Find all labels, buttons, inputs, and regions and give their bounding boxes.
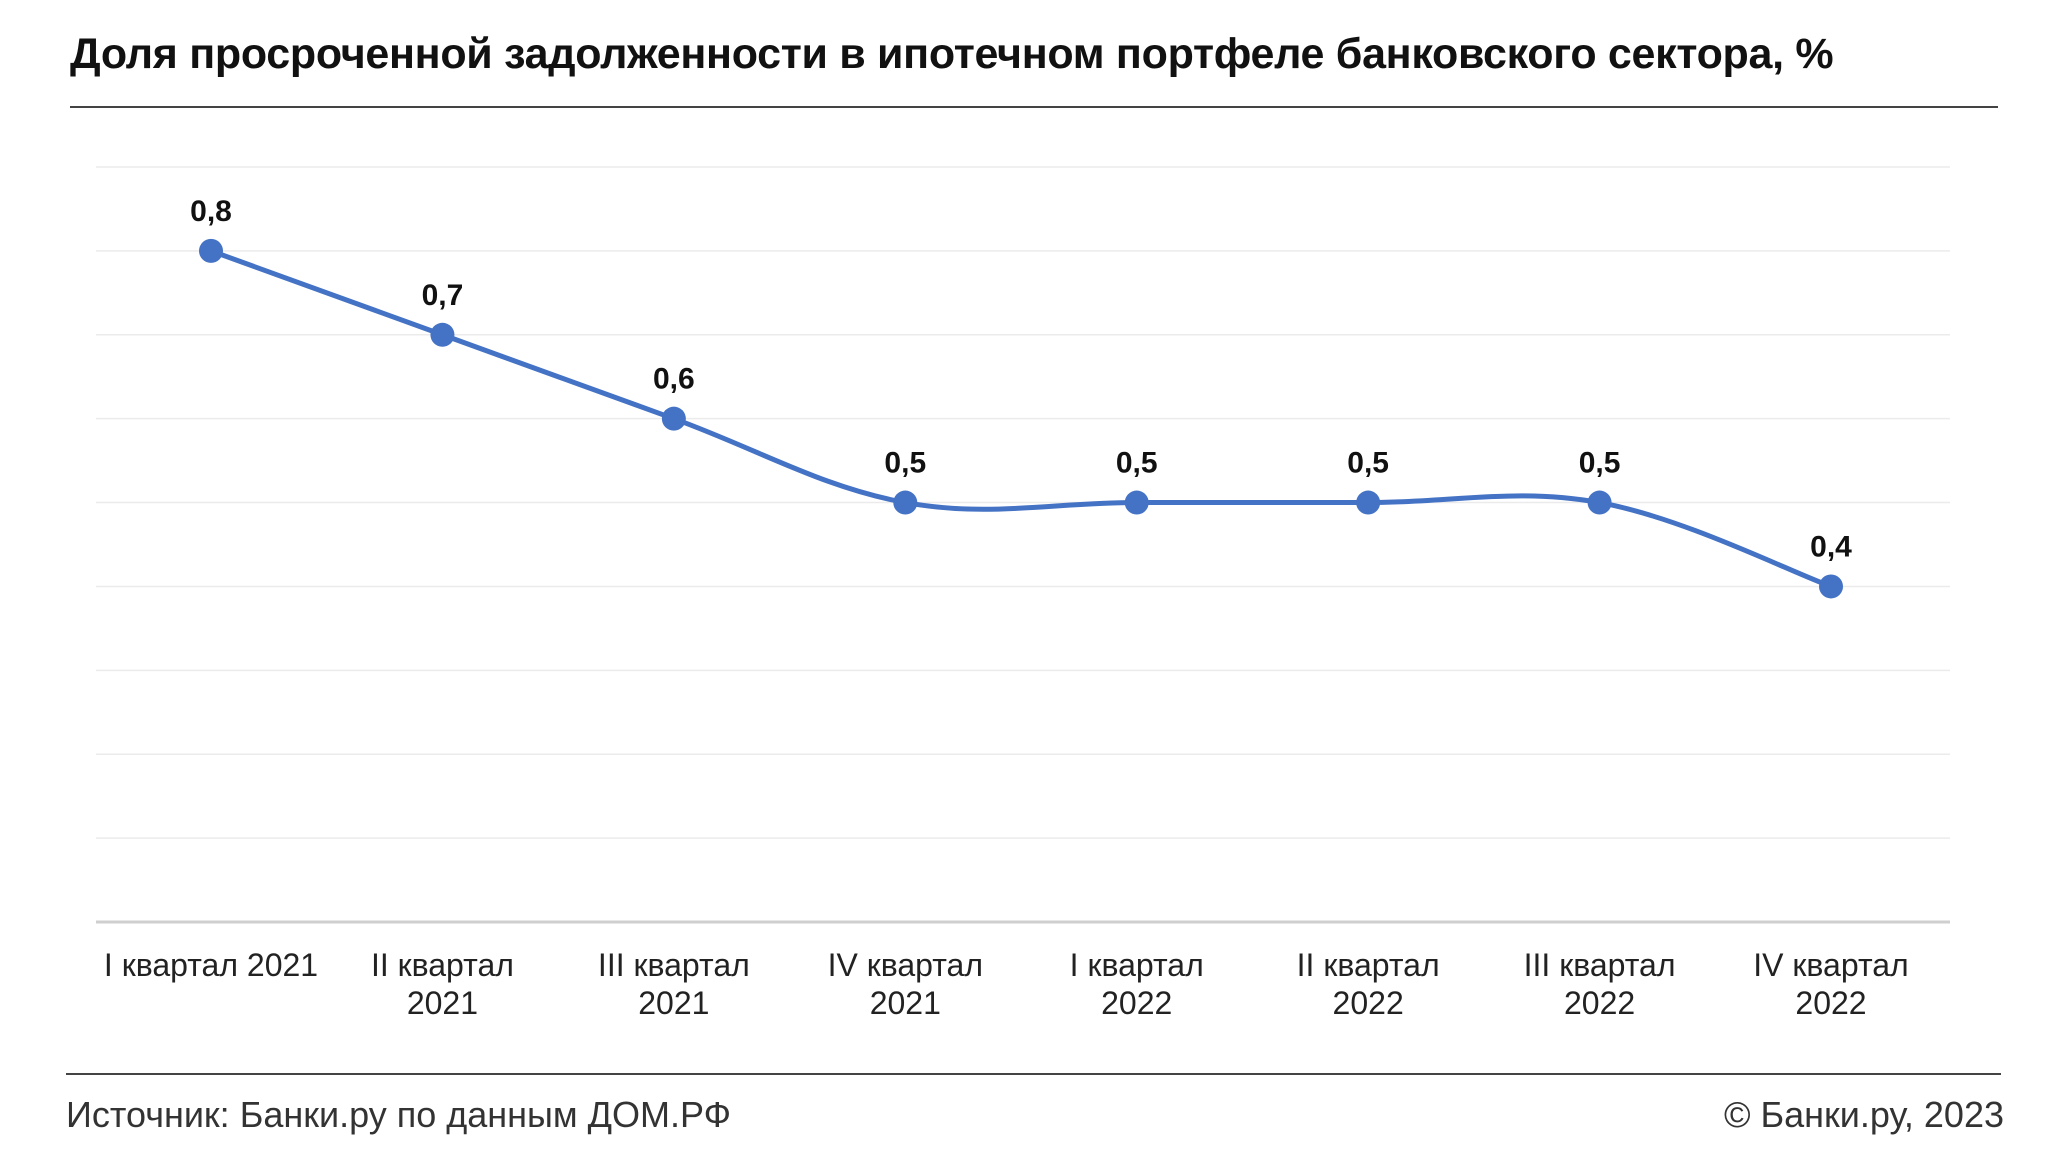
data-point	[1124, 490, 1149, 515]
data-label: 0,5	[1347, 447, 1389, 480]
data-point	[1587, 490, 1612, 515]
data-label: 0,6	[653, 363, 695, 396]
data-label: 0,5	[884, 447, 926, 480]
data-label: 0,8	[190, 195, 232, 228]
series-line	[208, 248, 1834, 589]
data-point	[430, 322, 455, 347]
data-point	[1819, 574, 1843, 599]
x-tick-label: II квартал 2022	[1297, 947, 1440, 1021]
data-point	[1356, 490, 1381, 515]
line-chart: 0,8 0,7 0,6 0,5 0,5 0,5 0,5 0,4 I квартал 2021 II…	[96, 166, 1950, 1021]
chart-title: Доля просроченной задолженности в ипотеч…	[70, 30, 1834, 78]
data-point	[199, 238, 223, 263]
x-tick-label: II квартал 2021	[371, 947, 514, 1021]
copyright-note: © Банки.ру, 2023	[1723, 1094, 2004, 1135]
data-label: 0,4	[1810, 530, 1852, 563]
data-point	[661, 406, 686, 431]
x-tick-label: I квартал 2022	[1070, 947, 1204, 1021]
source-note: Источник: Банки.ру по данным ДОМ.РФ	[66, 1094, 731, 1135]
title-divider	[70, 106, 1998, 108]
x-tick-label: I квартал 2021	[104, 947, 318, 983]
data-point	[893, 490, 918, 515]
footer-divider	[66, 1073, 2001, 1075]
x-tick-label: III квартал 2021	[598, 947, 750, 1021]
data-label: 0,5	[1579, 447, 1621, 480]
data-label: 0,5	[1116, 447, 1158, 480]
data-label: 0,7	[422, 279, 464, 312]
x-tick-label: IV квартал 2022	[1753, 947, 1908, 1021]
x-tick-label: IV квартал 2021	[828, 947, 983, 1021]
x-tick-label: III квартал 2022	[1524, 947, 1676, 1021]
